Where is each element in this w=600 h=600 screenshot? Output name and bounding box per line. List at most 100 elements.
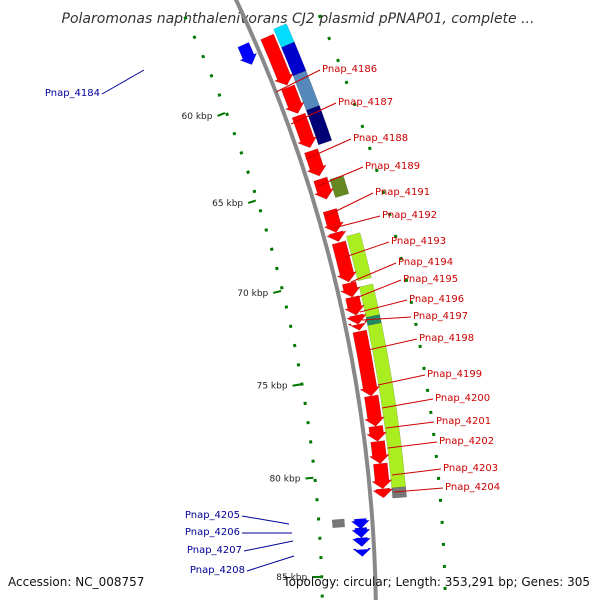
gene-label[interactable]: Pnap_4202 <box>439 436 494 447</box>
forward-gene-arrow[interactable] <box>368 440 390 464</box>
gene-label[interactable]: Pnap_4192 <box>382 210 437 221</box>
forward-gene-arrow[interactable] <box>344 295 365 316</box>
kbp-tick-label: 75 kbp <box>257 382 288 392</box>
cog-feature-block[interactable] <box>331 518 345 528</box>
reverse-gene-arrow[interactable] <box>352 547 372 557</box>
forward-gene-arrow[interactable] <box>347 319 369 331</box>
kbp-tick-label: 65 kbp <box>212 199 243 209</box>
label-leader-line <box>359 299 408 313</box>
kbp-tick <box>273 290 282 294</box>
label-leader-line <box>243 540 294 552</box>
kbp-tick-label: 70 kbp <box>237 289 268 299</box>
gene-label-layer: Pnap_4186 Pnap_4187 Pnap_4188 Pnap_4189 Pnap… <box>45 64 500 576</box>
forward-gene-arrow[interactable] <box>365 425 388 442</box>
topology-label: Topology: circular; Length: 353,291 bp; … <box>282 575 590 589</box>
outer-tick-ring <box>317 14 447 590</box>
ring-dot <box>258 208 263 213</box>
label-leader-line <box>385 421 435 429</box>
ring-dot <box>296 363 301 367</box>
ring-dot <box>414 322 418 327</box>
gene-label[interactable]: Pnap_4191 <box>375 187 430 198</box>
reverse-gene-arrow[interactable] <box>237 42 258 65</box>
gene-label[interactable]: Pnap_4193 <box>391 236 446 247</box>
gene-label[interactable]: Pnap_4206 <box>185 527 240 538</box>
gene-label[interactable]: Pnap_4197 <box>413 311 468 322</box>
ring-dot <box>393 234 398 239</box>
label-leader-line <box>391 468 442 476</box>
cog-feature-block[interactable] <box>346 232 372 282</box>
gene-label[interactable]: Pnap_4208 <box>190 565 245 576</box>
forward-gene-arrow[interactable] <box>339 281 361 298</box>
cog-feature-block[interactable] <box>329 174 350 198</box>
ring-dot <box>246 170 250 175</box>
forward-gene-arrow[interactable] <box>371 462 393 490</box>
ring-dot <box>409 300 414 305</box>
label-leader-line <box>361 316 412 321</box>
forward-gene-arrow[interactable] <box>260 33 294 86</box>
gene-label[interactable]: Pnap_4204 <box>445 482 500 493</box>
forward-gene-arrow[interactable] <box>363 394 386 427</box>
cog-feature-block[interactable] <box>281 41 307 77</box>
gene-label[interactable]: Pnap_4205 <box>185 510 240 521</box>
gene-label[interactable]: Pnap_4199 <box>427 369 482 380</box>
gene-label[interactable]: Pnap_4196 <box>409 294 464 305</box>
label-leader-line <box>305 138 352 160</box>
kbp-tick-label: 80 kbp <box>269 475 300 485</box>
gene-label[interactable]: Pnap_4198 <box>419 333 474 344</box>
reverse-gene-arrow[interactable] <box>350 518 370 530</box>
ring-dot <box>264 228 269 232</box>
accession-label: Accession: NC_008757 <box>8 575 144 589</box>
label-leader-line <box>325 192 374 217</box>
ring-dot <box>360 124 365 129</box>
gene-label[interactable]: Pnap_4187 <box>338 97 393 108</box>
cog-feature-block[interactable] <box>273 23 295 48</box>
plasmid-backbone <box>233 0 378 600</box>
ring-dot <box>381 190 386 195</box>
forward-gene-arrow[interactable] <box>304 148 327 177</box>
gene-label[interactable]: Pnap_4200 <box>435 393 490 404</box>
forward-gene-arrow[interactable] <box>352 329 381 397</box>
forward-gene-arrow[interactable] <box>372 487 394 499</box>
kbp-tick <box>305 476 314 480</box>
forward-gene-arrow[interactable] <box>291 112 318 149</box>
ring-dot <box>201 54 206 59</box>
ring-dot <box>225 112 230 117</box>
gene-label[interactable]: Pnap_4186 <box>322 64 377 75</box>
gene-label[interactable]: Pnap_4203 <box>443 463 498 474</box>
label-leader-line <box>246 555 295 572</box>
cog-feature-block[interactable] <box>305 105 333 146</box>
label-leader-line <box>241 515 290 525</box>
forward-gene-arrow[interactable] <box>326 230 347 242</box>
gene-feature-layer <box>237 33 394 557</box>
reverse-gene-arrow[interactable] <box>351 527 371 539</box>
gene-label[interactable]: Pnap_4201 <box>436 416 491 427</box>
inner-tick-ring <box>183 16 324 598</box>
map-title: Polaromonas naphthalenivorans CJ2 plasmi… <box>62 11 535 27</box>
label-leader-line <box>317 166 364 187</box>
gene-label[interactable]: Pnap_4194 <box>398 257 453 268</box>
forward-gene-arrow[interactable] <box>313 176 335 200</box>
ring-dot <box>404 278 409 283</box>
gene-label[interactable]: Pnap_4195 <box>403 274 458 285</box>
forward-gene-arrow[interactable] <box>331 240 358 283</box>
kbp-tick-layer: 60 kbp 65 kbp 70 kbp 75 kbp 80 kbp 85 kbp <box>182 112 321 583</box>
gene-label[interactable]: Pnap_4189 <box>365 161 420 172</box>
forward-gene-arrow[interactable] <box>281 84 305 114</box>
gene-label[interactable]: Pnap_4188 <box>353 133 408 144</box>
ring-dot <box>336 58 340 63</box>
label-leader-line <box>350 262 397 283</box>
ring-dot <box>275 266 279 271</box>
label-leader-line <box>393 487 444 493</box>
cog-feature-block[interactable] <box>391 486 407 499</box>
ring-dot <box>239 150 244 155</box>
gene-label[interactable]: Pnap_4184 <box>45 88 100 99</box>
label-leader-line <box>333 215 381 229</box>
kbp-tick <box>247 199 257 204</box>
kbp-tick <box>217 112 226 117</box>
gene-label[interactable]: Pnap_4207 <box>187 545 242 556</box>
label-leader-line <box>355 279 402 299</box>
forward-gene-arrow[interactable] <box>346 313 367 325</box>
cog-feature-block[interactable] <box>358 283 380 318</box>
reverse-gene-arrow[interactable] <box>351 537 372 547</box>
